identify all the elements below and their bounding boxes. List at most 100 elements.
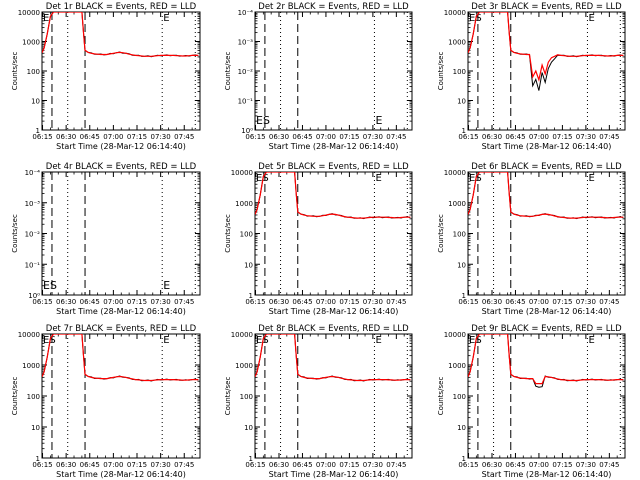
x-tick-label: 07:30 xyxy=(576,298,596,306)
x-tick-label: 06:45 xyxy=(505,133,525,141)
lld-series-line xyxy=(255,334,411,382)
y-tick-label: 10⁻⁴ xyxy=(238,9,254,17)
panel-det-6: Det 6r BLACK = Events, RED = LLD 1 10 100 10… xyxy=(437,162,626,316)
x-axis-label: Start Time (28-Mar-12 06:14:40) xyxy=(482,307,612,316)
x-tick-label: 07:45 xyxy=(174,461,194,469)
y-tick-label: 10 xyxy=(244,424,253,432)
y-tick-label: 1000 xyxy=(448,200,466,208)
x-tick-label: 07:30 xyxy=(363,133,383,141)
y-tick-label: 1000 xyxy=(22,362,40,370)
y-tick-label: 10 xyxy=(31,424,40,432)
y-tick-label: 10⁻¹ xyxy=(238,98,254,106)
y-tick-label: 1000 xyxy=(235,362,253,370)
marker-label-right: E xyxy=(375,335,381,346)
plot-frame xyxy=(254,333,413,459)
x-tick-label: 06:45 xyxy=(505,298,525,306)
y-tick-label: 10⁰ xyxy=(28,292,40,300)
x-tick-label: 06:15 xyxy=(32,461,52,469)
plot-frame xyxy=(41,333,201,459)
marker-label-right: E xyxy=(588,13,594,24)
marker-label-left: E xyxy=(43,13,49,24)
x-tick-label: 07:00 xyxy=(103,133,123,141)
events-series-line xyxy=(255,334,411,382)
y-tick-label: 10000 xyxy=(18,9,40,17)
x-axis-label: Start Time (28-Mar-12 06:14:40) xyxy=(56,307,186,316)
lld-series-line xyxy=(255,172,411,219)
marker-label-left: ES xyxy=(256,114,270,127)
panel-title: Det 8r BLACK = Events, RED = LLD xyxy=(258,324,409,334)
x-tick-label: 07:45 xyxy=(599,133,619,141)
marker-label-left: ES xyxy=(469,173,482,184)
y-axis-label: Counts/sec xyxy=(11,214,19,253)
y-tick-label: 10 xyxy=(244,261,253,269)
y-tick-label: 100 xyxy=(240,393,253,401)
events-series-line xyxy=(42,12,199,58)
panel-title: Det 1r BLACK = Events, RED = LLD xyxy=(46,2,197,12)
y-tick-label: 10⁻² xyxy=(25,231,41,239)
panel-title: Det 2r BLACK = Events, RED = LLD xyxy=(258,2,409,12)
y-tick-label: 100 xyxy=(453,231,466,239)
x-tick-label: 07:00 xyxy=(529,461,549,469)
x-tick-label: 06:45 xyxy=(292,461,312,469)
y-tick-label: 10000 xyxy=(444,169,466,177)
x-axis-label: Start Time (28-Mar-12 06:14:40) xyxy=(269,142,399,151)
events-series-line xyxy=(42,334,199,382)
y-tick-label: 100 xyxy=(27,68,40,76)
x-tick-label: 06:15 xyxy=(245,133,265,141)
plot-frame xyxy=(467,171,626,296)
y-axis-label: Counts/sec xyxy=(437,214,445,253)
x-tick-label: 06:45 xyxy=(292,133,312,141)
events-series-line xyxy=(468,172,624,220)
plot-frame xyxy=(254,11,413,131)
panel-det-7: Det 7r BLACK = Events, RED = LLD 1 10 100 10… xyxy=(11,324,201,479)
y-tick-label: 10⁰ xyxy=(241,127,253,135)
y-tick-label: 100 xyxy=(453,393,466,401)
y-tick-label: 1000 xyxy=(22,39,40,47)
x-tick-label: 07:15 xyxy=(552,133,572,141)
x-tick-label: 06:30 xyxy=(269,298,289,306)
y-axis-label: Counts/sec xyxy=(437,377,445,416)
plot-frame xyxy=(41,171,201,296)
x-axis-label: Start Time (28-Mar-12 06:14:40) xyxy=(482,470,612,479)
plot-frame xyxy=(254,171,413,296)
x-tick-label: 06:15 xyxy=(32,298,52,306)
x-tick-label: 07:15 xyxy=(339,133,359,141)
y-tick-label: 1 xyxy=(249,292,253,300)
panel-det-8: Det 8r BLACK = Events, RED = LLD 1 10 100 10… xyxy=(224,324,413,479)
events-series-line xyxy=(255,172,411,220)
y-tick-label: 10⁻³ xyxy=(238,39,254,47)
y-tick-label: 10⁻² xyxy=(238,68,254,76)
y-tick-label: 10⁻³ xyxy=(25,200,41,208)
y-axis-label: Counts/sec xyxy=(437,52,445,91)
x-tick-label: 06:30 xyxy=(482,298,502,306)
marker-label-left: ES xyxy=(256,173,269,184)
x-tick-label: 07:45 xyxy=(599,298,619,306)
panel-det-5: Det 5r BLACK = Events, RED = LLD 1 10 100 10… xyxy=(224,162,413,316)
x-tick-label: 06:30 xyxy=(56,461,76,469)
y-tick-label: 1 xyxy=(36,127,40,135)
x-tick-label: 07:45 xyxy=(174,133,194,141)
x-tick-label: 07:15 xyxy=(127,298,147,306)
x-tick-label: 07:15 xyxy=(552,298,572,306)
x-tick-label: 07:15 xyxy=(339,298,359,306)
x-tick-label: 06:45 xyxy=(80,461,100,469)
x-tick-label: 07:00 xyxy=(316,461,336,469)
x-tick-label: 06:15 xyxy=(458,461,478,469)
x-tick-label: 07:30 xyxy=(151,298,171,306)
y-axis-label: Counts/sec xyxy=(11,377,19,416)
x-tick-label: 07:30 xyxy=(576,133,596,141)
y-tick-label: 10 xyxy=(457,261,466,269)
marker-label-right: E xyxy=(588,173,594,184)
x-tick-label: 06:45 xyxy=(80,298,100,306)
marker-label-right: E xyxy=(163,335,169,346)
y-tick-label: 10000 xyxy=(444,9,466,17)
y-tick-label: 100 xyxy=(240,231,253,239)
y-tick-label: 10 xyxy=(457,424,466,432)
x-axis-label: Start Time (28-Mar-12 06:14:40) xyxy=(56,470,186,479)
y-tick-label: 10000 xyxy=(231,169,253,177)
marker-label-right: E xyxy=(163,13,169,24)
marker-label-left: ES xyxy=(469,335,482,346)
x-tick-label: 06:30 xyxy=(269,461,289,469)
x-tick-label: 07:00 xyxy=(103,461,123,469)
y-tick-label: 10 xyxy=(31,98,40,106)
